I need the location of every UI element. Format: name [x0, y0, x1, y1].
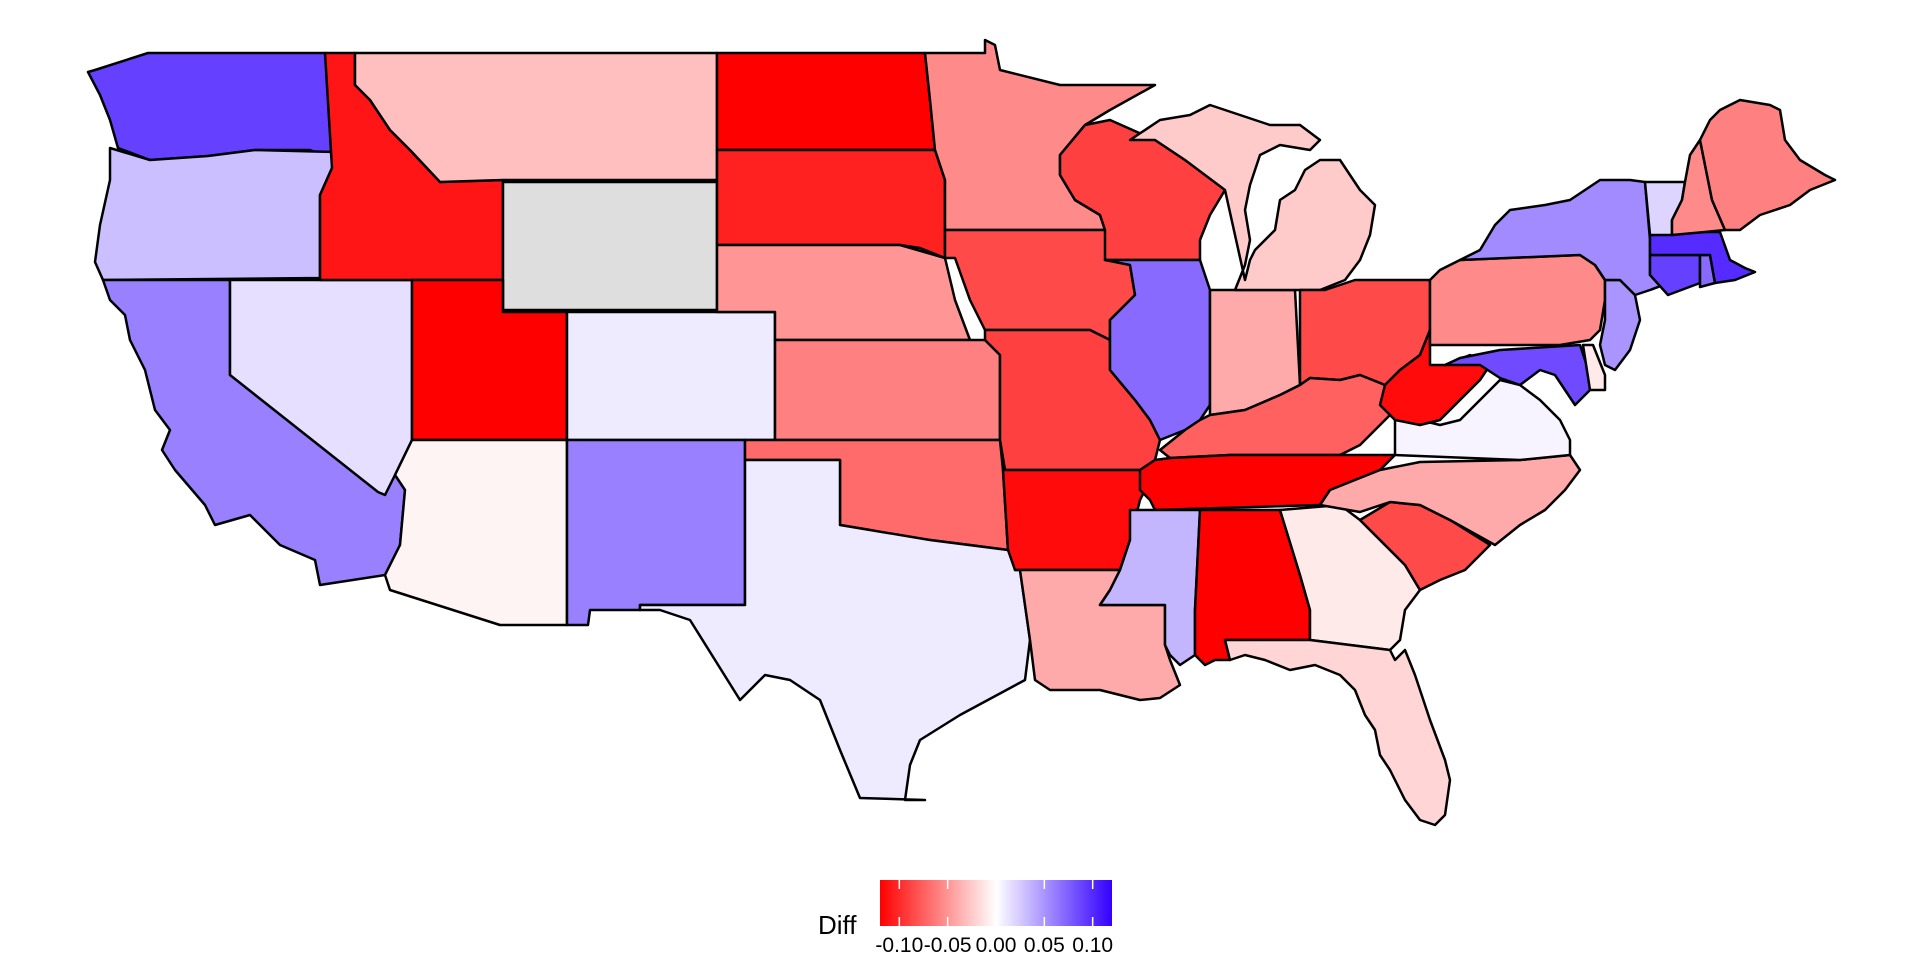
legend-tick-label: 0.10 — [1072, 934, 1113, 957]
state-ct[interactable] — [1648, 253, 1702, 297]
state-co[interactable] — [565, 310, 777, 442]
state-or[interactable] — [93, 146, 337, 282]
state-de[interactable] — [1581, 343, 1607, 392]
state-mi[interactable] — [1128, 103, 1377, 292]
state-wy[interactable] — [501, 180, 719, 312]
state-wi[interactable] — [1058, 118, 1227, 262]
legend-tick-label: -0.10 — [875, 934, 923, 957]
state-nd[interactable] — [715, 51, 937, 152]
state-nm[interactable] — [565, 438, 747, 627]
state-ks[interactable] — [773, 338, 1002, 442]
legend-title: Diff — [818, 910, 857, 940]
legend-tick-label: 0.00 — [976, 934, 1017, 957]
state-md[interactable] — [1443, 343, 1592, 407]
legend-tick-label: -0.05 — [924, 934, 972, 957]
legend: Diff -0.10 -0.05 0.00 0.05 0.10 — [818, 880, 1113, 957]
state-me[interactable] — [1698, 98, 1837, 232]
state-fl[interactable] — [1223, 638, 1452, 827]
state-tx[interactable] — [638, 458, 1032, 802]
state-az[interactable] — [383, 438, 569, 627]
states-layer — [86, 38, 1837, 827]
state-wa[interactable] — [86, 51, 337, 162]
state-sd[interactable] — [715, 148, 947, 260]
state-nh[interactable] — [1670, 138, 1727, 237]
state-nc[interactable] — [1318, 453, 1582, 547]
state-pa[interactable] — [1428, 253, 1607, 347]
legend-ticks — [898, 880, 1094, 926]
legend-tick-label: 0.05 — [1024, 934, 1065, 957]
legend-tick-labels: -0.10 -0.05 0.00 0.05 0.10 — [875, 934, 1113, 957]
